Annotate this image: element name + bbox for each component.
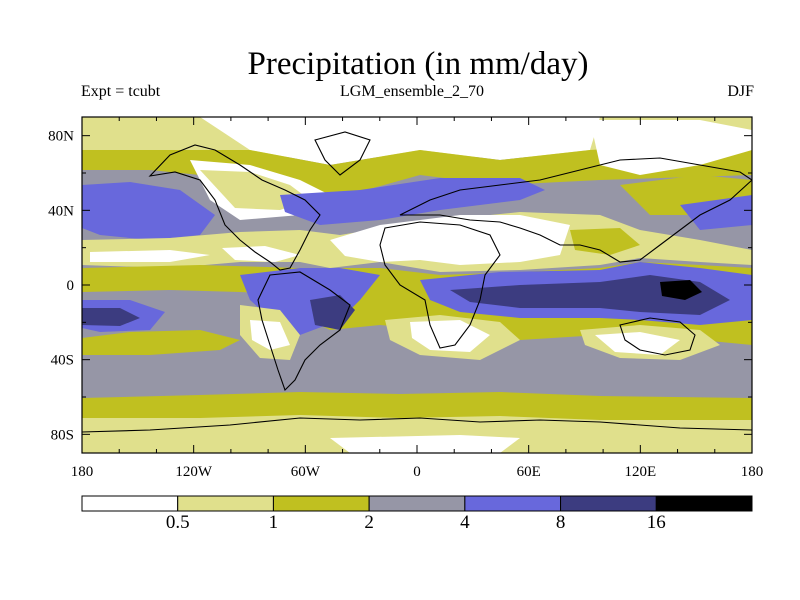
- season-label: DJF: [727, 83, 754, 100]
- colorbar-label: 2: [364, 512, 374, 533]
- x-tick-label: 60E: [517, 464, 541, 480]
- coastline-antarctica: [82, 417, 752, 433]
- colorbar-swatch-3: [368, 495, 466, 512]
- chart-title: Precipitation (in mm/day): [247, 46, 589, 82]
- y-tick-label: 40S: [51, 353, 74, 369]
- colorbar-swatch-5: [560, 495, 657, 512]
- colorbar-swatch-6: [655, 495, 753, 512]
- field-siberia-dry: [590, 120, 752, 175]
- colorbar-swatch-1: [177, 495, 274, 512]
- field-epacific-dry: [90, 250, 210, 262]
- field-s-atlantic-dry: [410, 320, 490, 352]
- colorbar-label: 0.5: [166, 512, 190, 533]
- field-se-pacific-dry: [250, 320, 290, 350]
- y-tick-label: 40N: [48, 203, 74, 219]
- field-s-pacific-olive: [82, 330, 240, 355]
- field-npacific-wet: [82, 182, 215, 240]
- coastline-north-america: [148, 144, 321, 271]
- field-spcz-very-wet: [82, 308, 140, 326]
- coastlines: [82, 131, 752, 433]
- coastline-greenland: [314, 131, 371, 176]
- coastline-australia: [619, 317, 696, 356]
- precipitation-field: [82, 117, 752, 453]
- field-warm-pool-very-wet: [450, 275, 730, 315]
- y-tick-label: 0: [67, 278, 75, 294]
- field-maritime-max: [660, 280, 702, 300]
- x-tick-label: 120W: [175, 464, 213, 480]
- colorbar-label: 1: [269, 512, 279, 533]
- field-arctic-dry: [200, 117, 600, 165]
- colorbar-label: 4: [460, 512, 470, 533]
- colorbar-label: 8: [556, 512, 566, 533]
- field-atlantic-wet: [280, 178, 545, 225]
- colorbar-swatch-0: [81, 495, 179, 512]
- ensemble-label: LGM_ensemble_2_70: [340, 83, 484, 100]
- field-mexico-dry: [222, 246, 300, 262]
- field-india-olive: [570, 228, 640, 255]
- y-tick-label: 80N: [48, 129, 74, 145]
- x-tick-label: 120E: [624, 464, 656, 480]
- x-tick-label: 0: [413, 464, 421, 480]
- x-tick-label: 180: [741, 464, 764, 480]
- experiment-label: Expt = tcubt: [81, 83, 161, 100]
- field-north-olive: [82, 140, 752, 200]
- coastline-africa: [379, 221, 501, 349]
- coastline-south-america: [257, 271, 351, 392]
- field-antarctic-dry: [330, 435, 520, 453]
- colorbar-swatch-4: [464, 495, 562, 512]
- x-tick-label: 180: [71, 464, 94, 480]
- field-antarctic-light: [82, 415, 752, 453]
- x-tick-label: 60W: [291, 464, 321, 480]
- y-tick-label: 80S: [51, 427, 74, 443]
- colorbar-swatch-2: [272, 495, 370, 512]
- colorbar-label: 16: [647, 512, 666, 533]
- field-australia-dry: [595, 332, 680, 355]
- field-wpacific-wet: [680, 195, 752, 230]
- coastline-eurasia: [399, 157, 752, 263]
